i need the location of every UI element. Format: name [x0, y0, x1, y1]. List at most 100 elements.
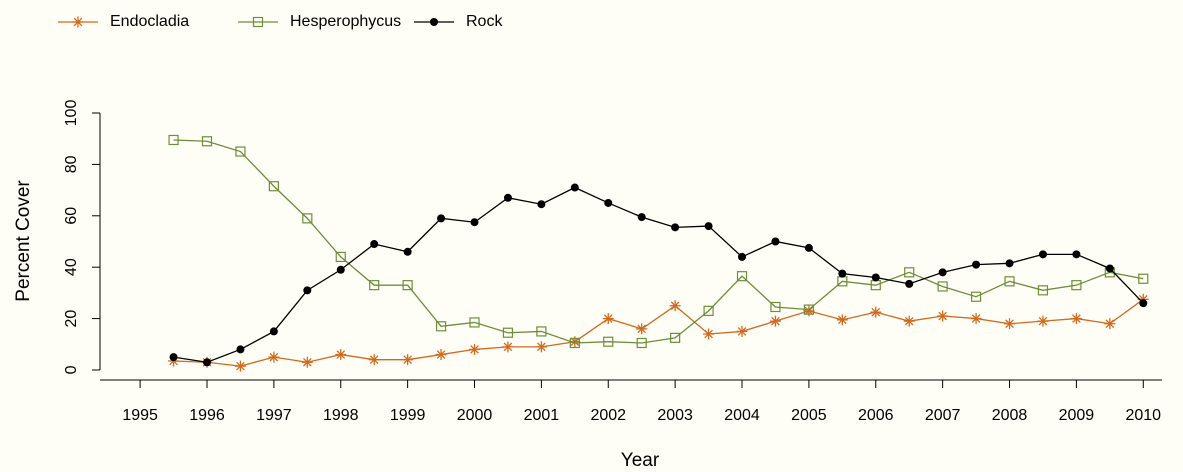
point-stroke [269, 352, 279, 362]
legend-label: Endocladia [110, 13, 189, 30]
point [804, 243, 813, 252]
point [570, 183, 579, 192]
point-stroke [737, 327, 747, 336]
point [838, 269, 847, 278]
point [1105, 264, 1114, 273]
point-stroke [537, 342, 546, 352]
point [335, 251, 346, 263]
point [1037, 285, 1049, 296]
point-stroke [369, 355, 379, 365]
point [269, 327, 278, 336]
point [1070, 313, 1082, 325]
point [704, 222, 713, 231]
point [1038, 250, 1047, 259]
point-stroke [1005, 319, 1014, 329]
point-stroke [570, 337, 580, 347]
point [569, 337, 580, 349]
point [970, 313, 982, 325]
point [938, 268, 947, 277]
point [469, 343, 481, 355]
y-tick-label: 100 [63, 100, 80, 127]
point [836, 314, 848, 326]
point [771, 237, 780, 246]
x-tick-label: 2009 [1059, 407, 1095, 424]
point-stroke [771, 316, 780, 326]
point [736, 325, 748, 337]
x-tick-label: 2002 [590, 407, 626, 424]
point [1138, 273, 1149, 284]
point-stroke [303, 357, 312, 367]
x-tick-label: 2006 [858, 407, 894, 424]
point [336, 265, 345, 274]
point [301, 356, 313, 368]
point [803, 304, 814, 315]
point-stroke [637, 324, 647, 334]
x-tick-label: 2000 [457, 407, 493, 424]
x-tick-label: 1996 [189, 407, 225, 424]
y-tick-label: 60 [63, 207, 80, 225]
point [1139, 299, 1148, 308]
point [904, 267, 915, 278]
point-stroke [436, 350, 446, 359]
y-tick-label: 40 [63, 258, 80, 276]
point [203, 358, 212, 367]
point [1005, 259, 1014, 268]
point [470, 218, 479, 227]
point [335, 349, 347, 361]
point [1071, 280, 1082, 291]
point-stroke [603, 314, 613, 323]
point [738, 252, 747, 261]
point-stroke [236, 361, 245, 371]
point-stroke [904, 316, 914, 326]
point [235, 146, 246, 157]
legend-label: Rock [466, 13, 503, 30]
point [905, 279, 914, 288]
point [503, 193, 512, 202]
x-tick-label: 2005 [791, 407, 827, 424]
point [535, 341, 547, 353]
point [435, 321, 447, 332]
y-tick-label: 20 [63, 310, 80, 328]
point [168, 134, 179, 146]
point [537, 200, 546, 209]
point-stroke [73, 17, 83, 27]
point [972, 260, 981, 269]
point [671, 223, 680, 232]
point-stroke [971, 314, 981, 323]
point [370, 240, 379, 249]
point [636, 323, 648, 335]
point [669, 300, 681, 312]
point [870, 306, 882, 318]
point [903, 315, 915, 327]
x-tick-label: 1998 [323, 407, 359, 424]
point [435, 349, 447, 361]
point [769, 315, 781, 327]
point [302, 213, 313, 224]
point [736, 271, 748, 282]
point [937, 310, 949, 322]
series-line [173, 298, 1144, 367]
point [637, 213, 646, 222]
point-stroke [938, 311, 947, 321]
x-tick-label: 1997 [256, 407, 292, 424]
x-tick-label: 2001 [524, 407, 560, 424]
point [368, 354, 380, 366]
point [871, 273, 880, 282]
point [234, 360, 246, 372]
point [201, 136, 213, 147]
point-stroke [1038, 316, 1048, 326]
point [437, 214, 446, 223]
point [1004, 318, 1016, 330]
point [252, 16, 264, 28]
series-line [173, 139, 1144, 344]
point [1104, 318, 1116, 330]
point-stroke [704, 329, 713, 339]
x-tick-label: 1999 [390, 407, 426, 424]
y-tick-label: 80 [63, 155, 80, 173]
point [268, 181, 279, 192]
point [469, 317, 480, 328]
point [536, 326, 547, 337]
point [502, 327, 514, 338]
